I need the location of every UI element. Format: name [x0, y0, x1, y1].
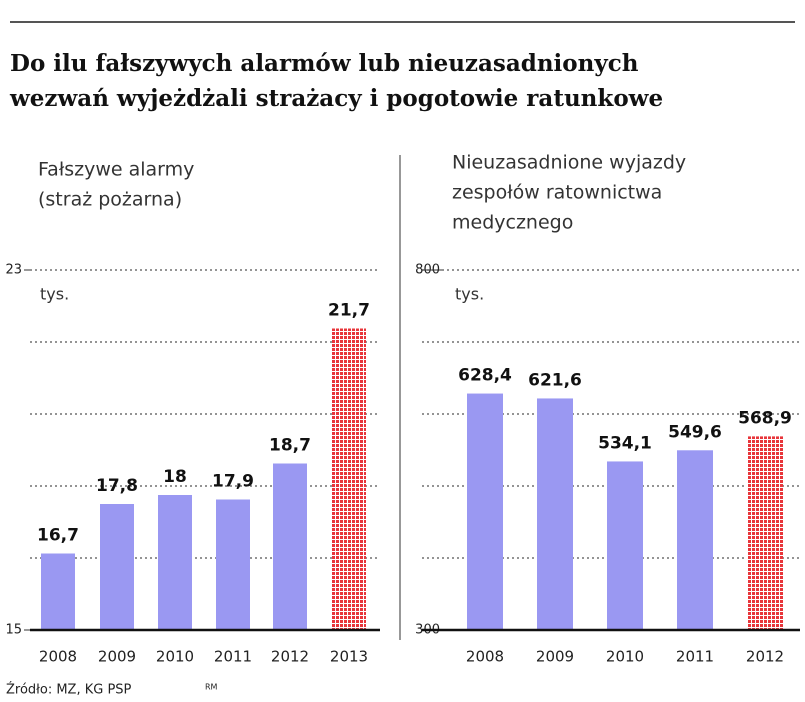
- unit-label: tys.: [455, 285, 484, 304]
- value-label: 628,4: [458, 366, 512, 386]
- y-tick-label: 23: [5, 263, 22, 278]
- value-label: 18: [163, 467, 187, 487]
- x-tick-label: 2008: [466, 648, 504, 666]
- x-tick-label: 2011: [214, 648, 252, 666]
- value-label: 534,1: [598, 433, 652, 453]
- x-tick-label: 2008: [39, 648, 77, 666]
- y-tick-label: 15: [5, 623, 22, 638]
- x-tick-label: 2012: [271, 648, 309, 666]
- bar: [273, 463, 307, 630]
- value-label: 17,9: [212, 472, 254, 492]
- value-label: 568,9: [738, 408, 792, 428]
- chart-subtitle: Fałszywe alarmy: [38, 159, 194, 181]
- source: Źródło: MZ, KG PSP: [6, 682, 132, 698]
- x-tick-label: 2011: [676, 648, 714, 666]
- bar: [537, 398, 573, 630]
- x-tick-label: 2012: [746, 648, 784, 666]
- x-tick-label: 2009: [98, 648, 136, 666]
- bar: [158, 495, 192, 630]
- bar: [747, 436, 783, 630]
- credit: RM: [205, 683, 218, 692]
- x-tick-label: 2010: [606, 648, 644, 666]
- chart-subtitle: (straż pożarna): [38, 189, 182, 211]
- unit-label: tys.: [40, 285, 69, 304]
- x-tick-label: 2009: [536, 648, 574, 666]
- value-label: 17,8: [96, 476, 138, 496]
- bar: [467, 393, 503, 630]
- value-label: 621,6: [528, 370, 582, 390]
- bar: [100, 504, 134, 630]
- bar: [41, 553, 75, 630]
- value-label: 18,7: [269, 436, 311, 456]
- chart-subtitle: Nieuzasadnione wyjazdy: [452, 152, 686, 174]
- value-label: 549,6: [668, 422, 722, 442]
- value-label: 21,7: [328, 301, 370, 321]
- bar: [677, 450, 713, 630]
- x-tick-label: 2013: [330, 648, 368, 666]
- value-label: 16,7: [37, 526, 79, 546]
- page-title: wezwań wyjeżdżali strażacy i pogotowie r…: [9, 85, 663, 112]
- bar: [332, 328, 366, 630]
- page-title: Do ilu fałszywych alarmów lub nieuzasadn…: [10, 50, 639, 77]
- chart-subtitle: zespołów ratownictwa: [452, 182, 662, 204]
- chart-subtitle: medycznego: [452, 212, 573, 234]
- bar: [607, 461, 643, 630]
- bar: [216, 499, 250, 630]
- x-tick-label: 2010: [156, 648, 194, 666]
